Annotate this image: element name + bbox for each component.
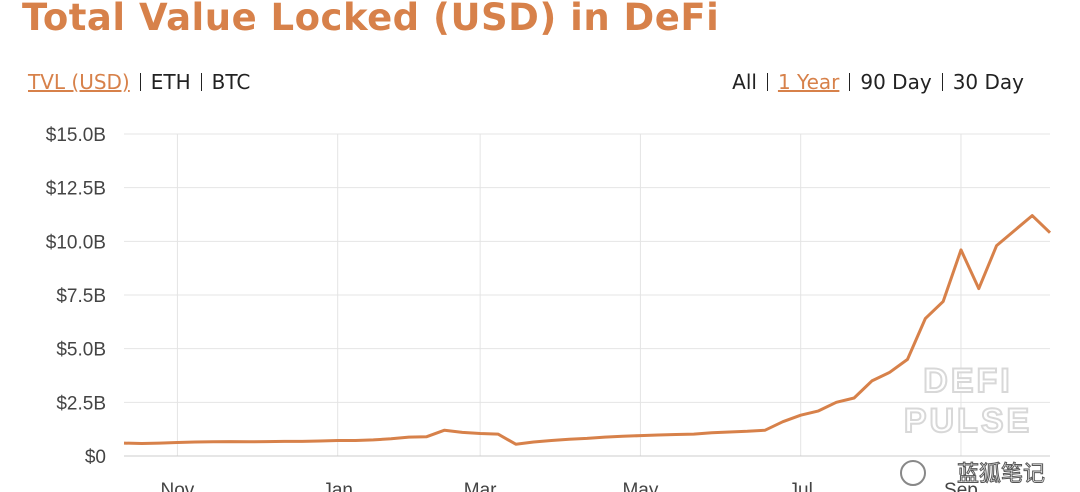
x-tick-label: Sep — [944, 480, 978, 492]
y-tick-label: $5.0B — [56, 340, 106, 361]
x-tick-label: Jan — [322, 480, 353, 492]
credit-icon — [900, 460, 926, 486]
credit: 蓝狐笔记 — [957, 461, 1045, 486]
y-tick-label: $7.5B — [56, 286, 106, 307]
tab[interactable]: 1 Year — [777, 70, 840, 94]
tab-separator — [200, 73, 202, 91]
range-tabs: All 1 Year 90 Day 30 Day — [732, 70, 1024, 94]
tab-separator — [139, 73, 141, 91]
data-line — [123, 214, 1052, 446]
y-tick-label: $12.5B — [46, 179, 106, 200]
tab-separator — [849, 73, 851, 91]
y-tick-label: $10.0B — [46, 232, 106, 253]
y-tick-label: $0 — [85, 447, 106, 468]
tab-separator — [766, 73, 768, 91]
tab[interactable]: All — [732, 70, 757, 94]
x-tick-label: May — [622, 480, 658, 492]
watermark: PULSE — [904, 402, 1032, 440]
chart-title: Total Value Locked (USD) in DeFi — [22, 0, 720, 39]
tab-separator — [941, 73, 943, 91]
unit-tabs: TVL (USD) ETH BTC — [28, 70, 250, 94]
tab[interactable]: TVL (USD) — [28, 70, 130, 94]
tab[interactable]: BTC — [211, 70, 251, 94]
tab[interactable]: ETH — [150, 70, 191, 94]
tab[interactable]: 30 Day — [952, 70, 1024, 94]
y-tick-label: $2.5B — [56, 393, 106, 414]
x-tick-label: Jul — [789, 480, 813, 492]
y-tick-label: $15.0B — [46, 125, 106, 146]
x-tick-label: Nov — [161, 480, 195, 492]
tab[interactable]: 90 Day — [860, 70, 932, 94]
x-tick-label: Mar — [464, 480, 497, 492]
watermark: DEFI — [923, 362, 1012, 400]
